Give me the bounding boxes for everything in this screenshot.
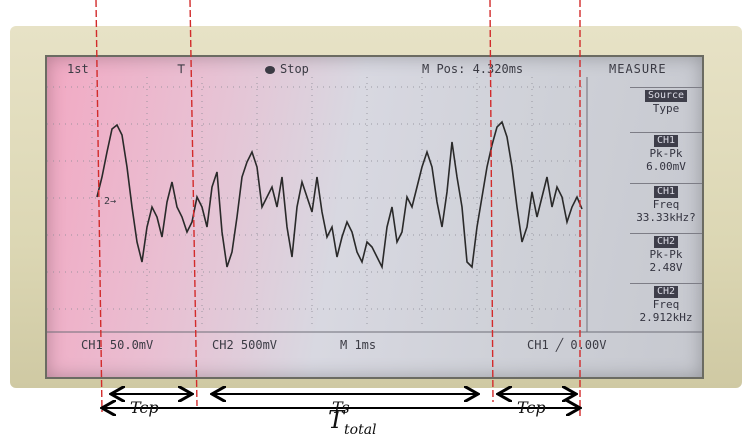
ttotal-label: Ttotal bbox=[328, 406, 377, 438]
scope-screen: 1st ⊤ Stop M Pos: 4.320ms MEASURE 2→ Sou… bbox=[45, 55, 704, 379]
status-left: 1st bbox=[67, 62, 89, 76]
marker-line-1 bbox=[95, 0, 103, 413]
measure-tag: CH2 bbox=[653, 286, 679, 298]
measure-value: 2.48V bbox=[649, 261, 683, 274]
measure-tag: CH2 bbox=[653, 236, 679, 248]
status-mpos: M Pos: 4.320ms bbox=[422, 62, 524, 76]
tcp-right-label: Tcp bbox=[517, 398, 546, 417]
measure-slot-1[interactable]: Source Type bbox=[630, 87, 702, 130]
measure-value: 33.33kHz? bbox=[636, 211, 696, 224]
bottom-ch2-scale: CH2 500mV bbox=[212, 338, 278, 352]
measure-type: Freq bbox=[652, 198, 680, 211]
marker-line-2 bbox=[189, 0, 198, 407]
ttotal-sub: total bbox=[344, 421, 377, 438]
stop-dot-icon bbox=[265, 66, 275, 74]
measure-tag: Source bbox=[644, 90, 688, 102]
marker-line-3 bbox=[489, 0, 494, 403]
measure-type: Freq bbox=[652, 298, 680, 311]
measure-type: Type bbox=[652, 102, 680, 115]
bottom-ch1-scale: CH1 50.0mV bbox=[81, 338, 154, 352]
ch2-level-marker: 2→ bbox=[104, 196, 117, 207]
measure-type: Pk-Pk bbox=[649, 147, 683, 160]
graticule bbox=[47, 77, 702, 333]
bottom-timebase: M 1ms bbox=[340, 338, 377, 352]
trigger-t-icon: ⊤ bbox=[177, 61, 186, 77]
measure-slot-5[interactable]: CH2 Freq 2.912kHz bbox=[630, 283, 702, 330]
measure-tag: CH1 bbox=[653, 186, 679, 198]
ttotal-main: T bbox=[328, 406, 345, 434]
status-measure: MEASURE bbox=[609, 62, 667, 76]
signal-trace bbox=[96, 120, 583, 270]
measure-slot-4[interactable]: CH2 Pk-Pk 2.48V bbox=[630, 233, 702, 282]
measure-value: 2.912kHz bbox=[639, 311, 693, 324]
measure-value: 6.00mV bbox=[646, 160, 686, 173]
measure-slot-3[interactable]: CH1 Freq 33.33kHz? bbox=[630, 183, 702, 232]
tcp-left-label: Tcp bbox=[130, 398, 159, 417]
ts-label: Ts bbox=[332, 398, 350, 417]
measure-slot-2[interactable]: CH1 Pk-Pk 6.00mV bbox=[630, 132, 702, 181]
bottom-trigger: CH1 ╱ 0.00V bbox=[527, 338, 607, 352]
measure-type: Pk-Pk bbox=[649, 248, 683, 261]
status-stop: Stop bbox=[280, 62, 309, 76]
measure-tag: CH1 bbox=[653, 135, 679, 147]
